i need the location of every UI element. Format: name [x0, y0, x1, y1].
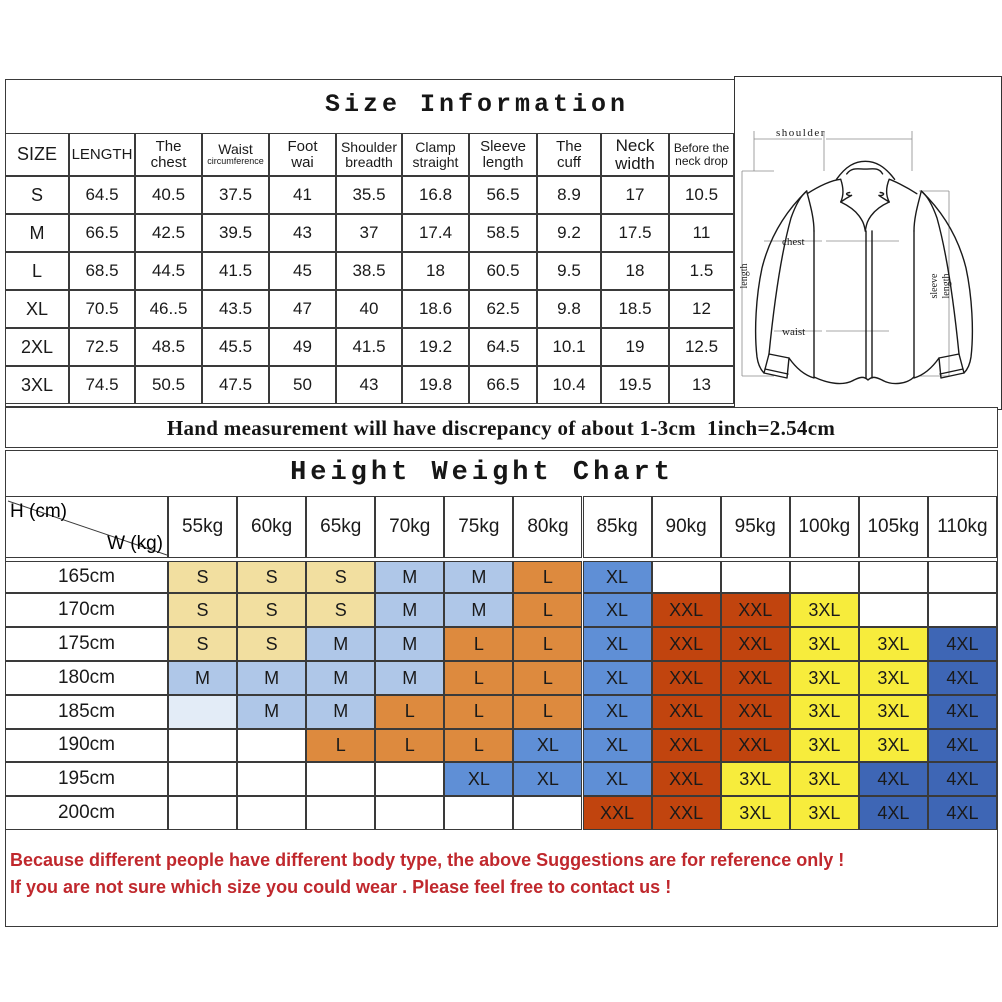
svg-text:sleeve: sleeve: [929, 273, 940, 299]
svg-text:waist: waist: [782, 326, 805, 338]
svg-text:shoulder: shoulder: [776, 127, 826, 139]
svg-text:length: length: [739, 264, 750, 289]
